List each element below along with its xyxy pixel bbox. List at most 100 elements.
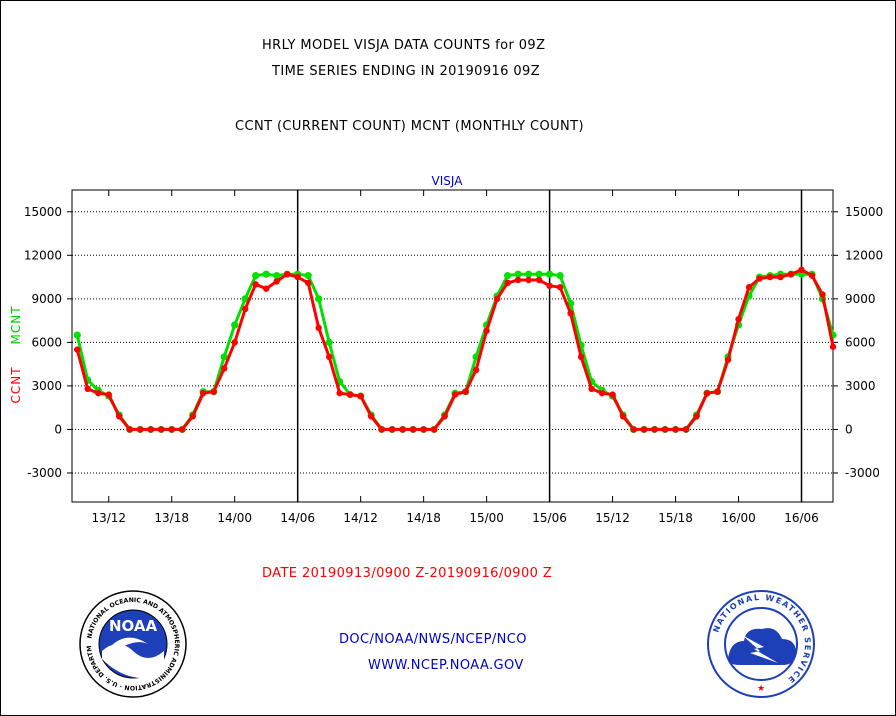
point-ccnt: [147, 426, 154, 433]
point-ccnt: [451, 391, 459, 398]
y-tick-label-left: 0: [54, 422, 62, 436]
point-ccnt: [819, 291, 826, 298]
y-tick-label-left: 3000: [31, 379, 62, 393]
y-tick-label-left: 6000: [31, 335, 62, 349]
point-ccnt: [283, 270, 291, 278]
point-ccnt: [200, 389, 207, 397]
point-ccnt: [535, 276, 543, 284]
y-tick-label-right: 0: [845, 422, 853, 436]
y-tick-label-left: 15000: [24, 205, 62, 219]
point-ccnt: [462, 388, 469, 395]
x-tick-label: 14/06: [280, 511, 315, 525]
point-mcnt: [504, 272, 512, 280]
point-ccnt: [609, 391, 616, 398]
point-mcnt: [73, 331, 81, 339]
point-ccnt: [221, 365, 228, 372]
x-tick-label: 14/00: [217, 511, 252, 525]
point-ccnt: [808, 272, 816, 279]
chart: 15000 15000 12000 12000 9000 9000 6000 6000 3000…: [9, 174, 883, 525]
y-tick-label-right: 9000: [845, 292, 876, 306]
point-mcnt: [273, 272, 281, 280]
point-ccnt: [399, 426, 406, 433]
point-ccnt: [693, 413, 700, 420]
org-line: DOC/NOAA/NWS/NCEP/NCO: [339, 632, 527, 647]
point-mcnt: [241, 295, 249, 303]
star-icon: ★: [757, 684, 765, 694]
point-ccnt: [116, 413, 123, 420]
point-ccnt: [546, 282, 553, 289]
point-ccnt: [504, 279, 511, 287]
chart-title: VISJA: [432, 174, 464, 188]
point-ccnt: [252, 281, 259, 288]
series-layer: [73, 266, 837, 434]
point-ccnt: [661, 426, 669, 433]
point-ccnt: [304, 279, 312, 287]
y-tick-label-left: 12000: [24, 248, 62, 262]
point-ccnt: [315, 324, 322, 332]
point-ccnt: [430, 426, 438, 433]
series-mcnt: [73, 270, 837, 434]
title-line-1: HRLY MODEL VISJA DATA COUNTS for 09Z: [262, 38, 546, 53]
point-ccnt: [556, 284, 564, 291]
x-tick-label: 14/18: [406, 511, 441, 525]
point-ccnt: [745, 284, 753, 291]
point-ccnt: [189, 413, 196, 420]
point-mcnt: [304, 272, 312, 280]
x-tick-label: 13/18: [154, 511, 189, 525]
point-ccnt: [158, 426, 165, 433]
point-ccnt: [168, 426, 175, 433]
series-line-ccnt: [75, 268, 835, 431]
point-ccnt: [787, 270, 795, 278]
point-ccnt: [378, 426, 385, 433]
point-ccnt: [273, 278, 280, 285]
x-tick-label: 15/00: [469, 511, 504, 525]
point-ccnt: [714, 388, 721, 395]
point-ccnt: [777, 273, 784, 281]
point-mcnt: [545, 270, 554, 278]
point-ccnt: [126, 426, 133, 433]
point-ccnt: [598, 389, 606, 397]
url-line: WWW.NCEP.NOAA.GOV: [368, 658, 524, 673]
point-ccnt: [525, 276, 532, 284]
chart-subtitle: CCNT (CURRENT COUNT) MCNT (MONTHLY COUNT…: [235, 119, 584, 134]
point-ccnt: [346, 391, 354, 398]
noaa-logo-text: NOAA: [109, 617, 158, 635]
point-ccnt: [493, 295, 501, 303]
x-tick-label: 15/18: [658, 511, 693, 525]
point-ccnt: [84, 385, 91, 393]
point-ccnt: [724, 356, 732, 363]
point-ccnt: [137, 426, 144, 433]
point-ccnt: [325, 353, 333, 361]
point-mcnt: [325, 338, 333, 346]
point-ccnt: [577, 353, 585, 361]
point-ccnt: [441, 413, 448, 420]
point-ccnt: [619, 413, 627, 420]
point-ccnt: [640, 426, 648, 433]
point-ccnt: [829, 343, 837, 350]
point-mcnt: [262, 270, 270, 278]
title-line-2: TIME SERIES ENDING IN 20190916 09Z: [272, 64, 541, 79]
series-line-mcnt: [75, 272, 835, 431]
y-tick-label-right: 6000: [845, 335, 876, 349]
point-ccnt: [756, 275, 763, 282]
y-tick-label-left: 9000: [31, 292, 62, 306]
point-ccnt: [420, 426, 427, 433]
series-ccnt: [74, 266, 837, 433]
point-ccnt: [672, 426, 679, 433]
x-tick-label: 15/06: [532, 511, 567, 525]
point-ccnt: [241, 305, 249, 313]
x-tick-label: 14/12: [343, 511, 378, 525]
point-ccnt: [357, 392, 364, 400]
y-label-mcnt: MCNT: [9, 305, 23, 344]
y-tick-label-right: 12000: [845, 248, 883, 262]
y-tick-label-right: 3000: [845, 379, 876, 393]
point-ccnt: [336, 389, 343, 397]
point-ccnt: [703, 389, 711, 397]
point-mcnt: [525, 270, 533, 278]
point-ccnt: [262, 285, 270, 292]
plot-frame: [71, 189, 834, 503]
point-ccnt: [798, 266, 805, 274]
point-ccnt: [409, 426, 417, 433]
point-ccnt: [735, 315, 742, 323]
point-ccnt: [651, 426, 658, 433]
